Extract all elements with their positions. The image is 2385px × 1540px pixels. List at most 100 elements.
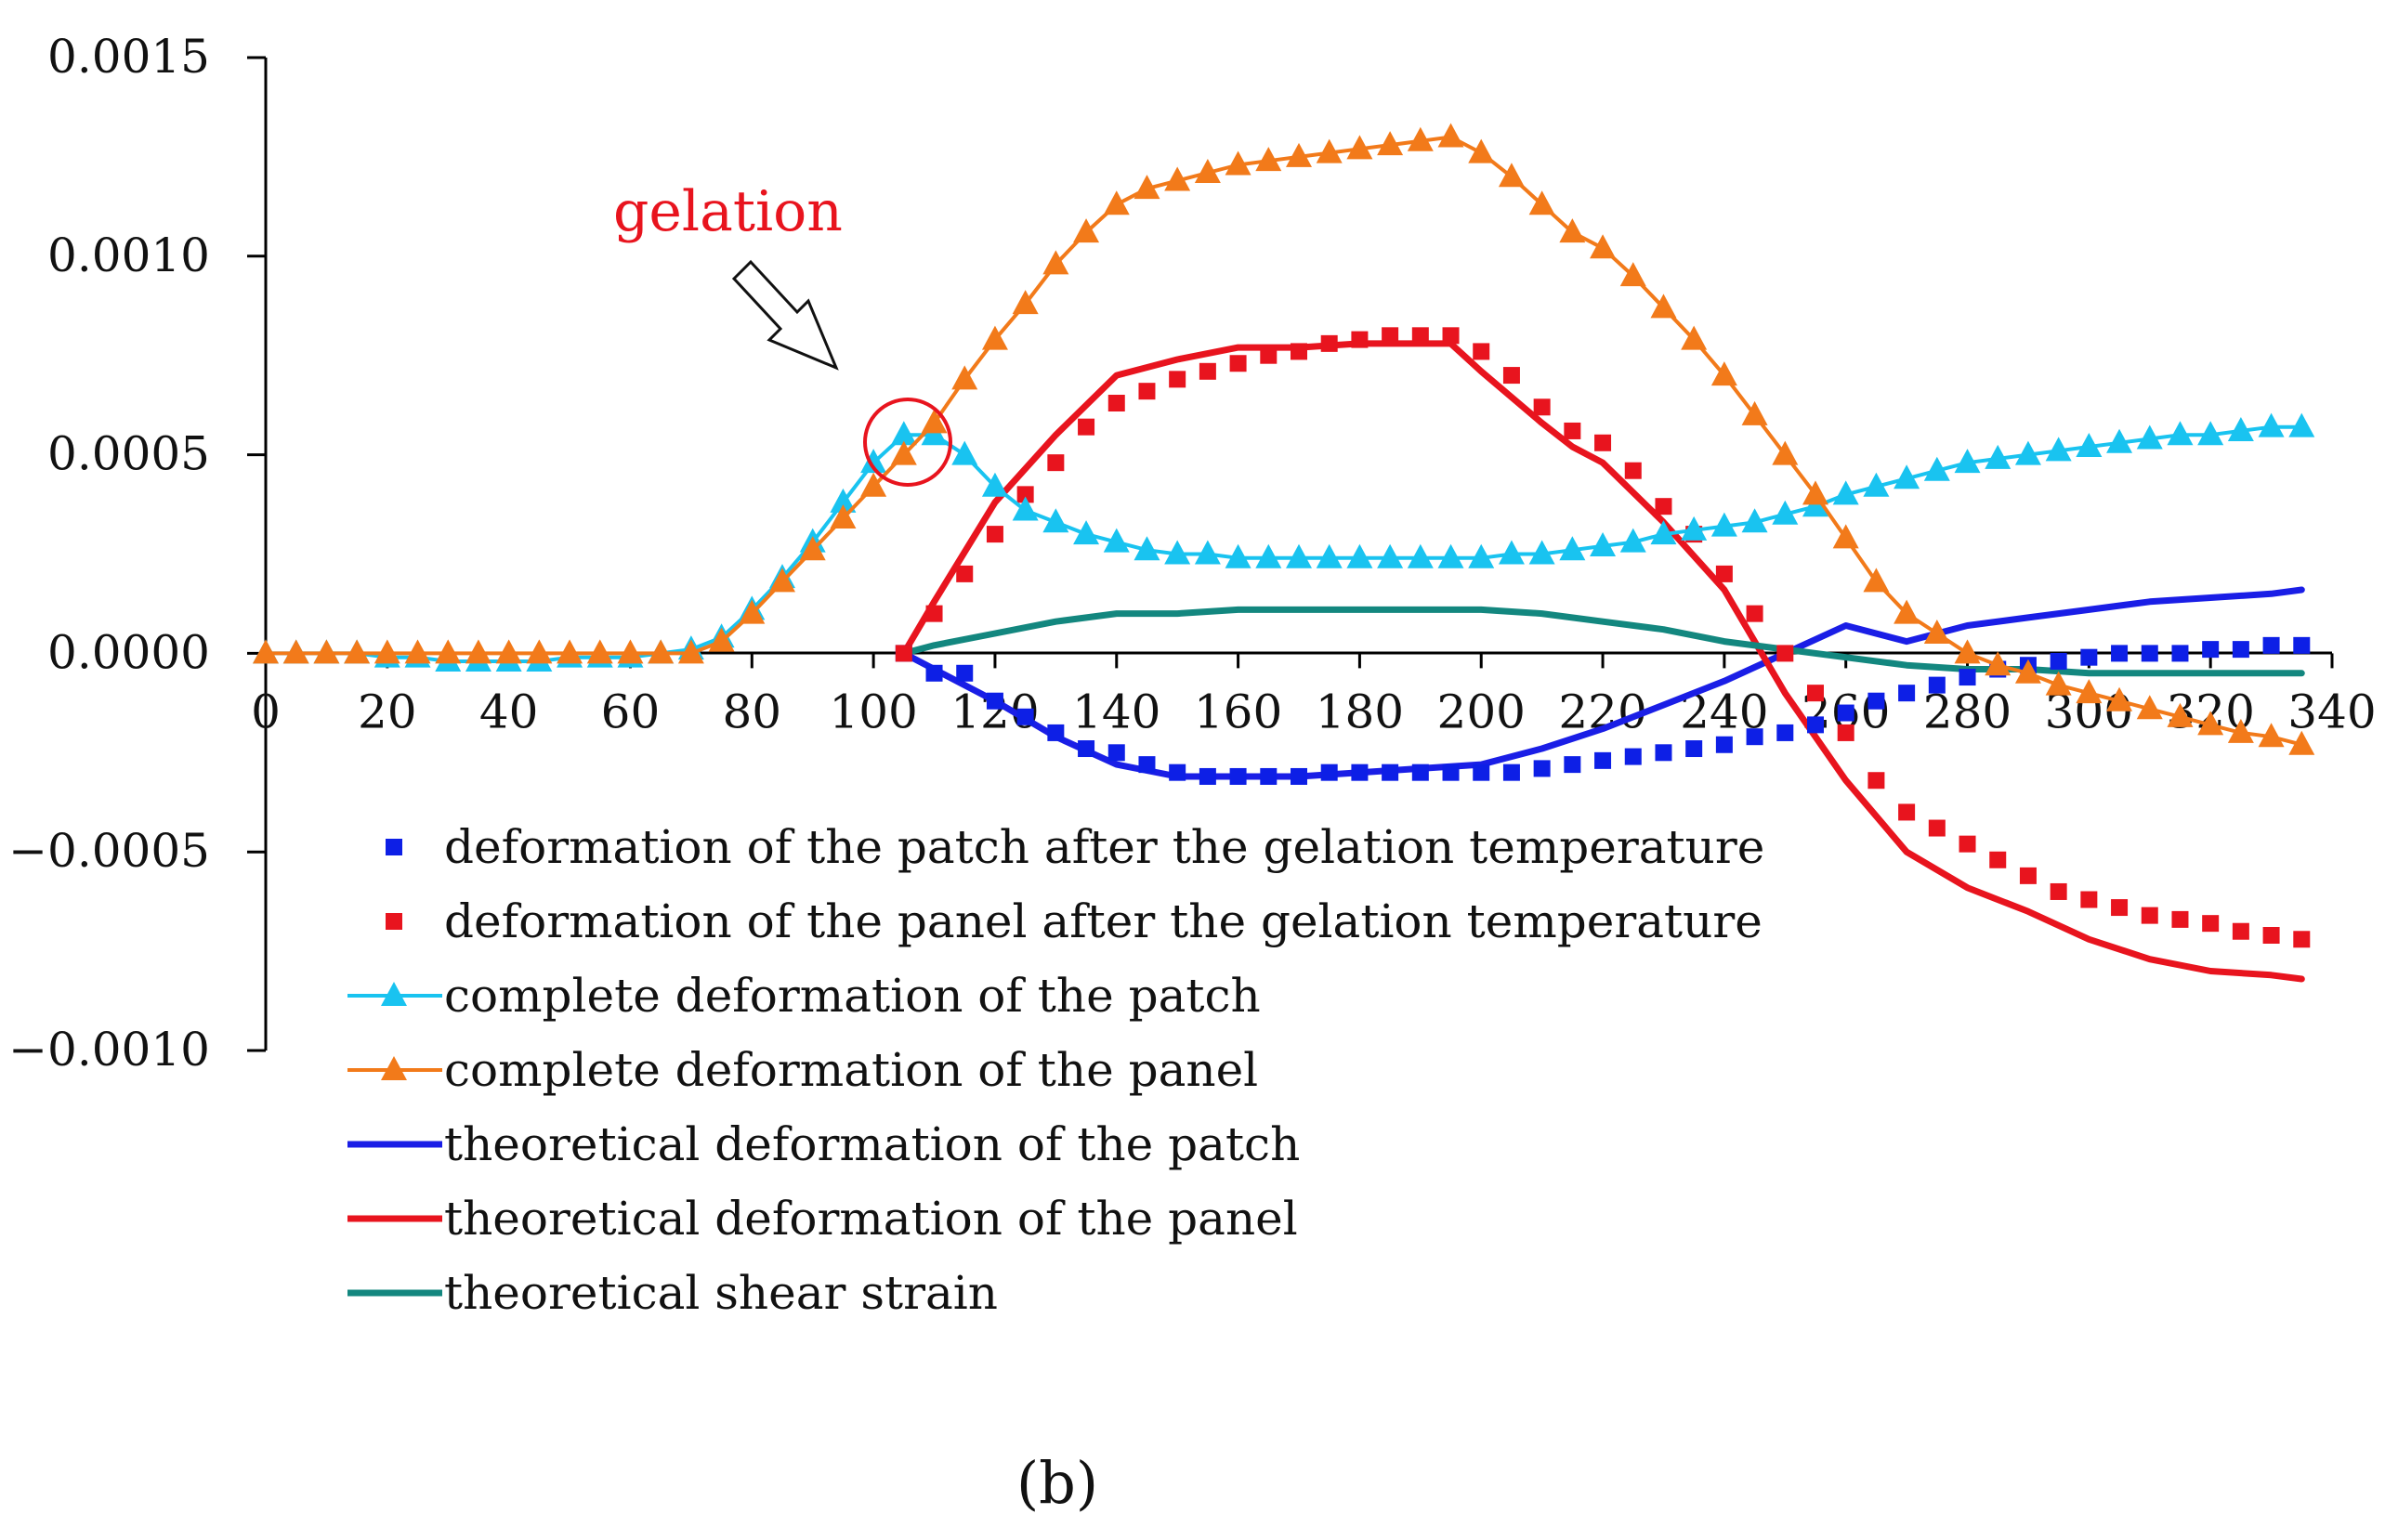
data-point — [1655, 498, 1672, 516]
data-point — [2014, 659, 2041, 684]
x-tick-label: 280 — [1923, 685, 2012, 738]
data-point — [1169, 371, 1186, 388]
data-point — [1594, 751, 1612, 769]
series-4 — [253, 123, 2315, 755]
data-point — [2050, 882, 2067, 900]
data-point — [1291, 343, 1307, 360]
data-point — [981, 472, 1008, 497]
data-point — [1832, 524, 1859, 549]
x-tick-label: 100 — [829, 685, 917, 738]
data-point — [1590, 531, 1617, 556]
data-point — [1624, 462, 1642, 479]
data-point — [1772, 440, 1799, 465]
data-point — [1619, 528, 1646, 553]
data-point — [1382, 327, 1399, 345]
data-point — [1681, 325, 1708, 350]
data-point — [2141, 645, 2158, 662]
x-tick-label: 80 — [722, 685, 781, 738]
series-line — [900, 606, 2305, 677]
series-6 — [900, 340, 2305, 983]
data-point — [1411, 763, 1429, 781]
data-point — [2111, 645, 2129, 662]
data-point — [2262, 636, 2280, 654]
legend-label: theoretical deformation of the panel — [444, 1192, 1298, 1246]
data-point — [1715, 736, 1733, 753]
data-point — [1320, 334, 1338, 352]
data-point — [1194, 540, 1221, 565]
data-point — [895, 645, 912, 662]
data-point — [1863, 568, 1890, 593]
data-point — [925, 605, 943, 622]
data-point — [1776, 645, 1794, 662]
data-point — [1225, 150, 1251, 176]
data-point — [830, 488, 857, 513]
gelation-arrow-icon — [731, 259, 839, 371]
data-point — [708, 627, 735, 652]
data-point — [1928, 819, 1946, 837]
panel-label: (b) — [1016, 1449, 1098, 1517]
data-point — [1898, 685, 1916, 702]
data-point — [2293, 931, 2311, 948]
data-point — [1346, 543, 1373, 568]
data-point — [313, 639, 340, 664]
data-point — [2045, 671, 2072, 696]
data-point — [2262, 926, 2280, 944]
data-point — [1776, 724, 1794, 741]
data-point — [1382, 763, 1399, 781]
legend-label: complete deformation of the panel — [444, 1043, 1258, 1097]
data-point — [1291, 767, 1307, 785]
data-point — [465, 639, 491, 664]
data-point — [1650, 520, 1677, 545]
data-point — [860, 472, 887, 497]
data-point — [1867, 772, 1885, 790]
data-point — [1047, 454, 1065, 472]
data-point — [2227, 416, 2254, 441]
data-point — [956, 565, 974, 582]
data-point — [1229, 355, 1247, 372]
series-5 — [900, 586, 2305, 780]
data-point — [1047, 724, 1065, 741]
data-point — [1316, 543, 1343, 568]
data-point — [2227, 718, 2254, 743]
data-point — [2111, 899, 2129, 917]
data-point — [951, 365, 978, 390]
data-point — [1073, 218, 1100, 243]
data-point — [921, 409, 948, 434]
legend-item: theoretical shear strain — [347, 1266, 998, 1320]
data-point — [2258, 723, 2285, 748]
data-point — [557, 639, 583, 664]
data-point — [1528, 540, 1555, 565]
data-point — [2197, 421, 2224, 446]
data-point — [617, 639, 644, 664]
data-point — [1078, 740, 1095, 758]
data-point — [890, 440, 917, 465]
data-point — [1316, 138, 1343, 163]
data-point — [1164, 540, 1191, 565]
data-point — [1746, 605, 1763, 622]
data-point — [1016, 708, 1034, 725]
legend-square-icon — [386, 839, 402, 855]
legend-triangle-icon — [381, 1056, 407, 1080]
data-point — [1194, 159, 1221, 184]
legend-item: deformation of the patch after the gelat… — [386, 820, 1764, 874]
legend-square-icon — [386, 913, 402, 930]
data-point — [2288, 412, 2315, 437]
data-point — [1411, 327, 1429, 345]
x-tick-label: 140 — [1072, 685, 1160, 738]
data-point — [860, 449, 887, 474]
data-point — [2232, 641, 2249, 659]
y-tick-label: −0.0005 — [8, 824, 210, 878]
data-point — [1502, 763, 1520, 781]
data-point — [1685, 740, 1703, 758]
data-point — [1533, 760, 1551, 777]
data-point — [1138, 383, 1156, 400]
data-point — [1564, 756, 1581, 774]
data-point — [2232, 922, 2249, 940]
data-point — [1954, 449, 1981, 474]
data-point — [495, 639, 522, 664]
data-point — [1012, 290, 1039, 315]
gelation-circle — [863, 398, 952, 487]
data-point — [2076, 433, 2103, 458]
data-point — [435, 639, 462, 664]
data-point — [1837, 724, 1854, 741]
